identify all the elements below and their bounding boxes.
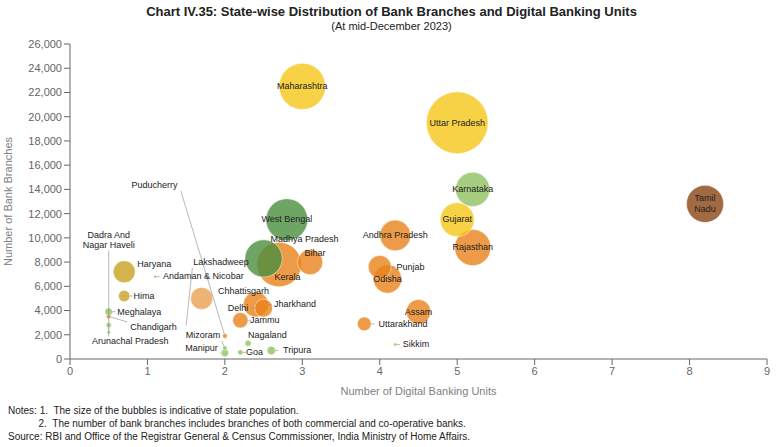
svg-text:West Bengal: West Bengal: [261, 214, 312, 224]
svg-text:Uttarakhand: Uttarakhand: [378, 319, 427, 329]
svg-text:Nagaland: Nagaland: [248, 330, 287, 340]
svg-text:Number of Digital Banking Unit: Number of Digital Banking Units: [341, 385, 497, 397]
svg-text:2,000: 2,000: [34, 329, 62, 341]
svg-text:Dadra AndNagar Haveli: Dadra AndNagar Haveli: [83, 230, 135, 251]
svg-text:Andhra Pradesh: Andhra Pradesh: [363, 230, 428, 240]
html-text:Chart IV.35: State-wise Distri: Chart IV.35: State-wise Distribution of …: [146, 4, 637, 19]
svg-text:6: 6: [532, 365, 538, 377]
svg-text:3: 3: [299, 365, 305, 377]
svg-text:1: 1: [144, 365, 150, 377]
svg-text:2: 2: [222, 365, 228, 377]
svg-text:Assam: Assam: [405, 307, 433, 317]
svg-text:Hima: Hima: [134, 291, 155, 301]
svg-text:Sikkim: Sikkim: [403, 339, 430, 349]
svg-text:Manipur: Manipur: [185, 343, 218, 353]
svg-text:Uttar Pradesh: Uttar Pradesh: [429, 118, 485, 128]
svg-text:10,000: 10,000: [28, 232, 62, 244]
svg-text:Odisha: Odisha: [373, 274, 402, 284]
svg-text:8: 8: [686, 365, 692, 377]
svg-text:Arunachal Pradesh: Arunachal Pradesh: [92, 336, 169, 346]
svg-text:12,000: 12,000: [28, 208, 62, 220]
svg-text:22,000: 22,000: [28, 86, 62, 98]
html-text:(At mid-December 2023): (At mid-December 2023): [331, 20, 452, 32]
svg-text:9: 9: [764, 365, 770, 377]
svg-text:TamilNadu: TamilNadu: [694, 193, 716, 214]
svg-text:0: 0: [67, 365, 73, 377]
svg-text:26,000: 26,000: [28, 38, 62, 50]
svg-text:5: 5: [454, 365, 460, 377]
svg-text:Haryana: Haryana: [137, 259, 171, 269]
svg-text:14,000: 14,000: [28, 183, 62, 195]
svg-text:18,000: 18,000: [28, 135, 62, 147]
svg-text:Andaman & Nicobar: Andaman & Nicobar: [163, 271, 244, 281]
svg-text:Chandigarh: Chandigarh: [130, 322, 177, 332]
svg-text:Lakshadweep: Lakshadweep: [193, 257, 249, 267]
svg-text:Tripura: Tripura: [283, 345, 311, 355]
svg-text:Kerala: Kerala: [275, 272, 301, 282]
svg-text:16,000: 16,000: [28, 159, 62, 171]
svg-text:Karnataka: Karnataka: [452, 184, 493, 194]
svg-text:20,000: 20,000: [28, 111, 62, 123]
svg-text:6,000: 6,000: [34, 280, 62, 292]
svg-text:Puducherry: Puducherry: [132, 180, 179, 190]
svg-text:Jharkhand: Jharkhand: [274, 299, 316, 309]
svg-text:Goa: Goa: [246, 347, 263, 357]
svg-text:Jammu: Jammu: [250, 315, 280, 325]
html-text:2. The number of bank branches: 2. The number of bank branches includes …: [8, 418, 466, 429]
svg-text:Punjab: Punjab: [396, 262, 424, 272]
svg-text:0: 0: [56, 353, 62, 365]
svg-text:Number of Bank Branches: Number of Bank Branches: [8, 136, 14, 266]
svg-text:7: 7: [609, 365, 615, 377]
svg-text:Mizoram: Mizoram: [186, 330, 221, 340]
svg-text:Chhattisgarh: Chhattisgarh: [218, 286, 269, 296]
svg-text:Madhya Pradesh: Madhya Pradesh: [271, 234, 339, 244]
svg-text:Rajasthan: Rajasthan: [452, 242, 493, 252]
svg-text:4,000: 4,000: [34, 304, 62, 316]
svg-text:Gujarat: Gujarat: [442, 214, 472, 224]
html-text:Source: RBI and Office of the: Source: RBI and Office of the Registrar …: [8, 431, 470, 442]
svg-text:Bihar: Bihar: [305, 248, 326, 258]
html-text:Notes: 1. The size of the bubb: Notes: 1. The size of the bubbles is ind…: [8, 405, 299, 416]
svg-text:4: 4: [377, 365, 383, 377]
svg-text:Maharashtra: Maharashtra: [277, 81, 328, 91]
svg-text:8,000: 8,000: [34, 256, 62, 268]
svg-text:24,000: 24,000: [28, 62, 62, 74]
svg-text:Delhi: Delhi: [228, 303, 249, 313]
svg-text:Meghalaya: Meghalaya: [117, 307, 161, 317]
